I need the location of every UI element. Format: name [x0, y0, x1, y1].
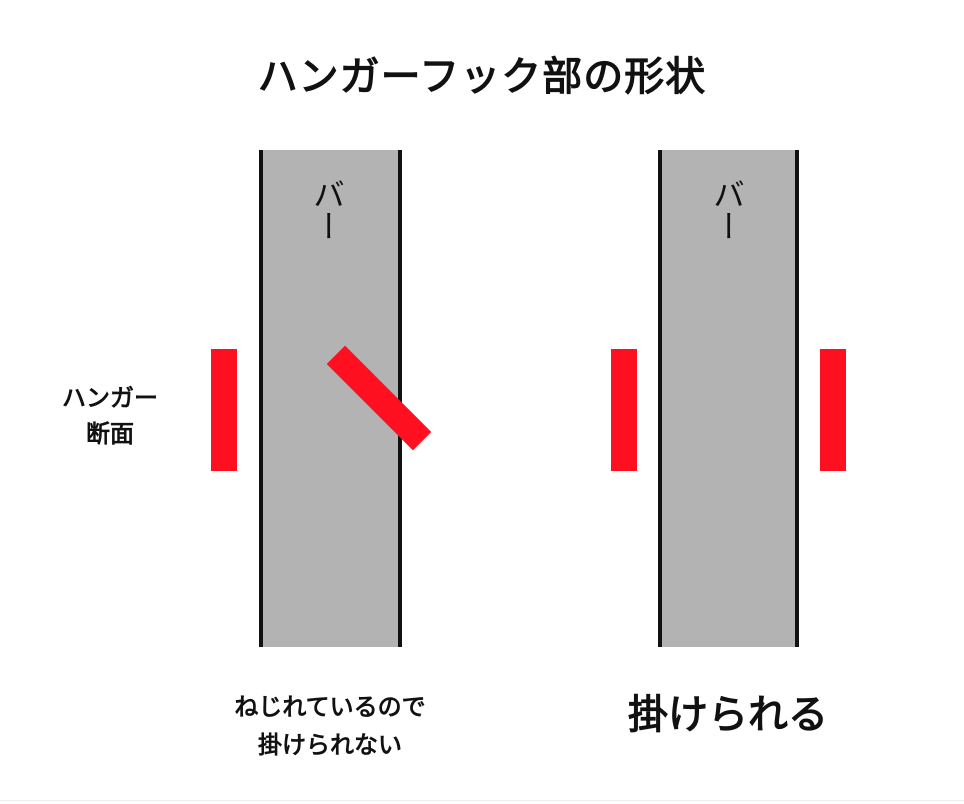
caption-cannot-hang: ねじれているので 掛けられない — [195, 688, 465, 764]
hanger-section-right-left — [611, 349, 637, 471]
footer-divider — [0, 800, 964, 801]
caption-left-line1: ねじれているので — [234, 693, 426, 721]
bar-label-right: バー — [708, 178, 746, 242]
hanger-section-label: ハンガー 断面 — [40, 380, 180, 452]
bar-label-left: バー — [308, 178, 346, 242]
caption-left-line2: 掛けられない — [258, 731, 402, 759]
caption-can-hang: 掛けられる — [628, 692, 828, 738]
hanger-label-line2: 断面 — [86, 420, 134, 448]
hanger-section-right-right — [820, 349, 846, 471]
diagram-title: ハンガーフック部の形状 — [257, 54, 707, 100]
hanger-label-line1: ハンガー — [62, 384, 158, 412]
hanger-section-left — [211, 349, 237, 471]
bar-right — [658, 150, 799, 647]
